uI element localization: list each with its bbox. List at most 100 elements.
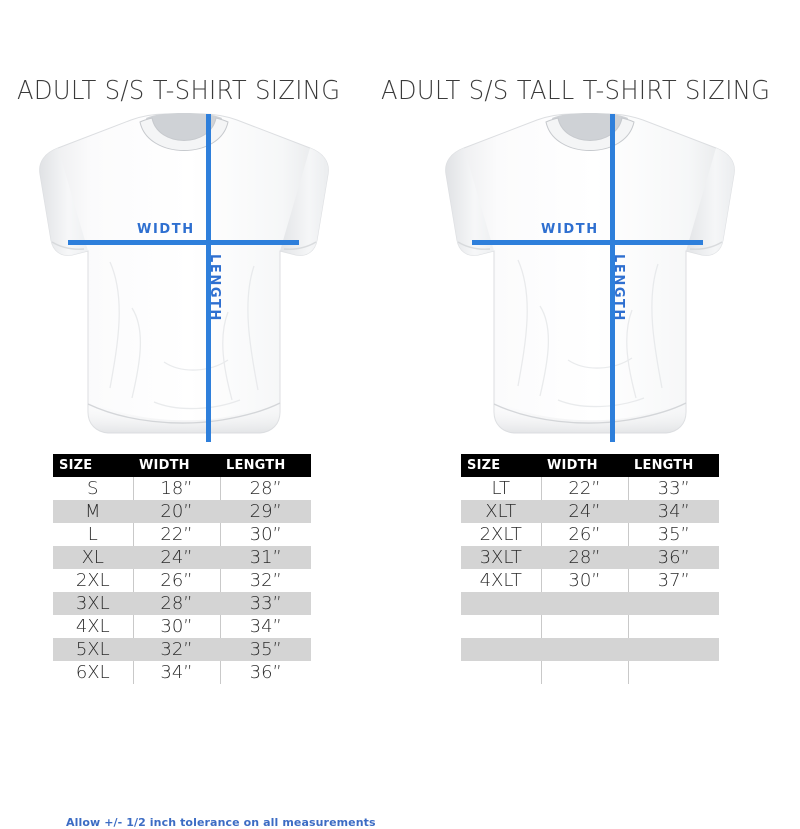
table-header-row: SIZE WIDTH LENGTH (53, 454, 311, 477)
size-cell: 2XLT (461, 523, 542, 546)
column-header-size: SIZE (53, 454, 133, 477)
table-row: XL 24” 31” (53, 546, 311, 569)
length-measure-label: LENGTH (207, 254, 222, 322)
size-table-tall: SIZE WIDTH LENGTH LT 22” 33” XLT 24” 34” 2XLT 2… (461, 454, 719, 684)
table-row: L 22” 30” (53, 523, 311, 546)
shirt-body (445, 113, 735, 434)
width-cell: 30” (541, 569, 629, 592)
width-cell: 26” (133, 569, 221, 592)
length-cell: 35” (220, 638, 311, 661)
size-cell: 4XL (53, 615, 134, 638)
table-row: 3XLT 28” 36” (461, 546, 719, 569)
table-row-empty (461, 615, 719, 638)
width-cell: 24” (133, 546, 221, 569)
length-cell: 30” (220, 523, 311, 546)
size-cell: XL (53, 546, 134, 569)
length-cell: 32” (220, 569, 311, 592)
length-measure-label: LENGTH (611, 254, 626, 322)
size-cell: 3XL (53, 592, 134, 615)
width-cell: 22” (541, 477, 629, 500)
width-cell: 30” (133, 615, 221, 638)
length-cell: 36” (628, 546, 719, 569)
size-cell: LT (461, 477, 542, 500)
width-cell: 28” (133, 592, 221, 615)
width-cell: 22” (133, 523, 221, 546)
size-table-body-adult: S 18” 28” M 20” 29” L 22” 30” XL 24” 31” 2XL 26” 32” 3X… (53, 477, 311, 684)
width-cell: 34” (133, 661, 221, 684)
column-header-length: LENGTH (220, 454, 311, 477)
tolerance-note-adult: Allow +/- 1/2 inch tolerance on all meas… (66, 816, 376, 829)
shirt-sleeve-left (39, 148, 88, 256)
width-measure-line (68, 240, 299, 245)
length-measure-line (206, 114, 211, 442)
shirt-hem (494, 400, 686, 433)
column-header-length: LENGTH (628, 454, 719, 477)
width-cell: 32” (133, 638, 221, 661)
tshirt-diagram-adult: WIDTH LENGTH (14, 112, 354, 444)
length-cell: 37” (628, 569, 719, 592)
column-header-width: WIDTH (133, 454, 220, 477)
table-row-empty (461, 592, 719, 615)
table-row: 5XL 32” 35” (53, 638, 311, 661)
shirt-wrinkles (109, 261, 259, 410)
shirt-sleeve-right (686, 148, 735, 256)
width-cell: 20” (133, 500, 221, 523)
panel-adult: WIDTH LENGTH SIZE WIDTH LENGTH S 18” 28” M 2… (14, 112, 376, 829)
size-table-body-tall: LT 22” 33” XLT 24” 34” 2XLT 26” 35” 3XLT 28” 36” 4XL… (461, 477, 719, 684)
length-cell: 36” (220, 661, 311, 684)
table-row: 2XLT 26” 35” (461, 523, 719, 546)
width-cell: 24” (541, 500, 629, 523)
length-cell: 31” (220, 546, 311, 569)
table-row: 4XLT 30” 37” (461, 569, 719, 592)
width-cell: 28” (541, 546, 629, 569)
shirt-wrinkles (517, 259, 663, 408)
length-cell: 33” (628, 477, 719, 500)
table-header-row: SIZE WIDTH LENGTH (461, 454, 719, 477)
width-measure-label: WIDTH (541, 222, 599, 237)
length-cell: 34” (628, 500, 719, 523)
panel-tall: WIDTH LENGTH SIZE WIDTH LENGTH LT 22” 33” X… (420, 112, 760, 732)
table-row: M 20” 29” (53, 500, 311, 523)
size-cell: L (53, 523, 134, 546)
shirt-hem (88, 400, 280, 433)
table-row: 4XL 30” 34” (53, 615, 311, 638)
size-cell: 2XL (53, 569, 134, 592)
column-header-size: SIZE (461, 454, 541, 477)
table-row: 6XL 34” 36” (53, 661, 311, 684)
size-cell: M (53, 500, 134, 523)
table-row: XLT 24” 34” (461, 500, 719, 523)
panel-title-tall: ADULT S/S TALL T-SHIRT SIZING (381, 76, 771, 106)
tshirt-icon (39, 113, 329, 434)
length-cell: 28” (220, 477, 311, 500)
width-measure-line (472, 240, 703, 245)
tshirt-icon (445, 113, 735, 434)
table-row: S 18” 28” (53, 477, 311, 500)
length-cell: 33” (220, 592, 311, 615)
shirt-sleeve-right (280, 148, 329, 256)
length-measure-line (610, 114, 615, 442)
table-row: 2XL 26” 32” (53, 569, 311, 592)
size-cell: 5XL (53, 638, 134, 661)
size-cell: S (53, 477, 134, 500)
table-row-empty (461, 661, 719, 684)
shirt-sleeve-left (445, 148, 494, 256)
size-cell: 4XLT (461, 569, 542, 592)
width-cell: 18” (133, 477, 221, 500)
size-chart-page: ADULT S/S T-SHIRT SIZING (14, 76, 771, 829)
width-measure-label: WIDTH (137, 222, 195, 237)
panel-title-adult: ADULT S/S T-SHIRT SIZING (17, 76, 341, 106)
size-cell: XLT (461, 500, 542, 523)
width-cell: 26” (541, 523, 629, 546)
size-cell: 3XLT (461, 546, 542, 569)
table-row-empty (461, 638, 719, 661)
size-cell: 6XL (53, 661, 134, 684)
table-row: LT 22” 33” (461, 477, 719, 500)
length-cell: 34” (220, 615, 311, 638)
tshirt-diagram-tall: WIDTH LENGTH (420, 112, 760, 444)
table-row: 3XL 28” 33” (53, 592, 311, 615)
size-table-adult: SIZE WIDTH LENGTH S 18” 28” M 20” 29” L 22” 30” X… (53, 454, 311, 684)
shirt-body (39, 113, 329, 434)
length-cell: 35” (628, 523, 719, 546)
length-cell: 29” (220, 500, 311, 523)
column-header-width: WIDTH (541, 454, 628, 477)
